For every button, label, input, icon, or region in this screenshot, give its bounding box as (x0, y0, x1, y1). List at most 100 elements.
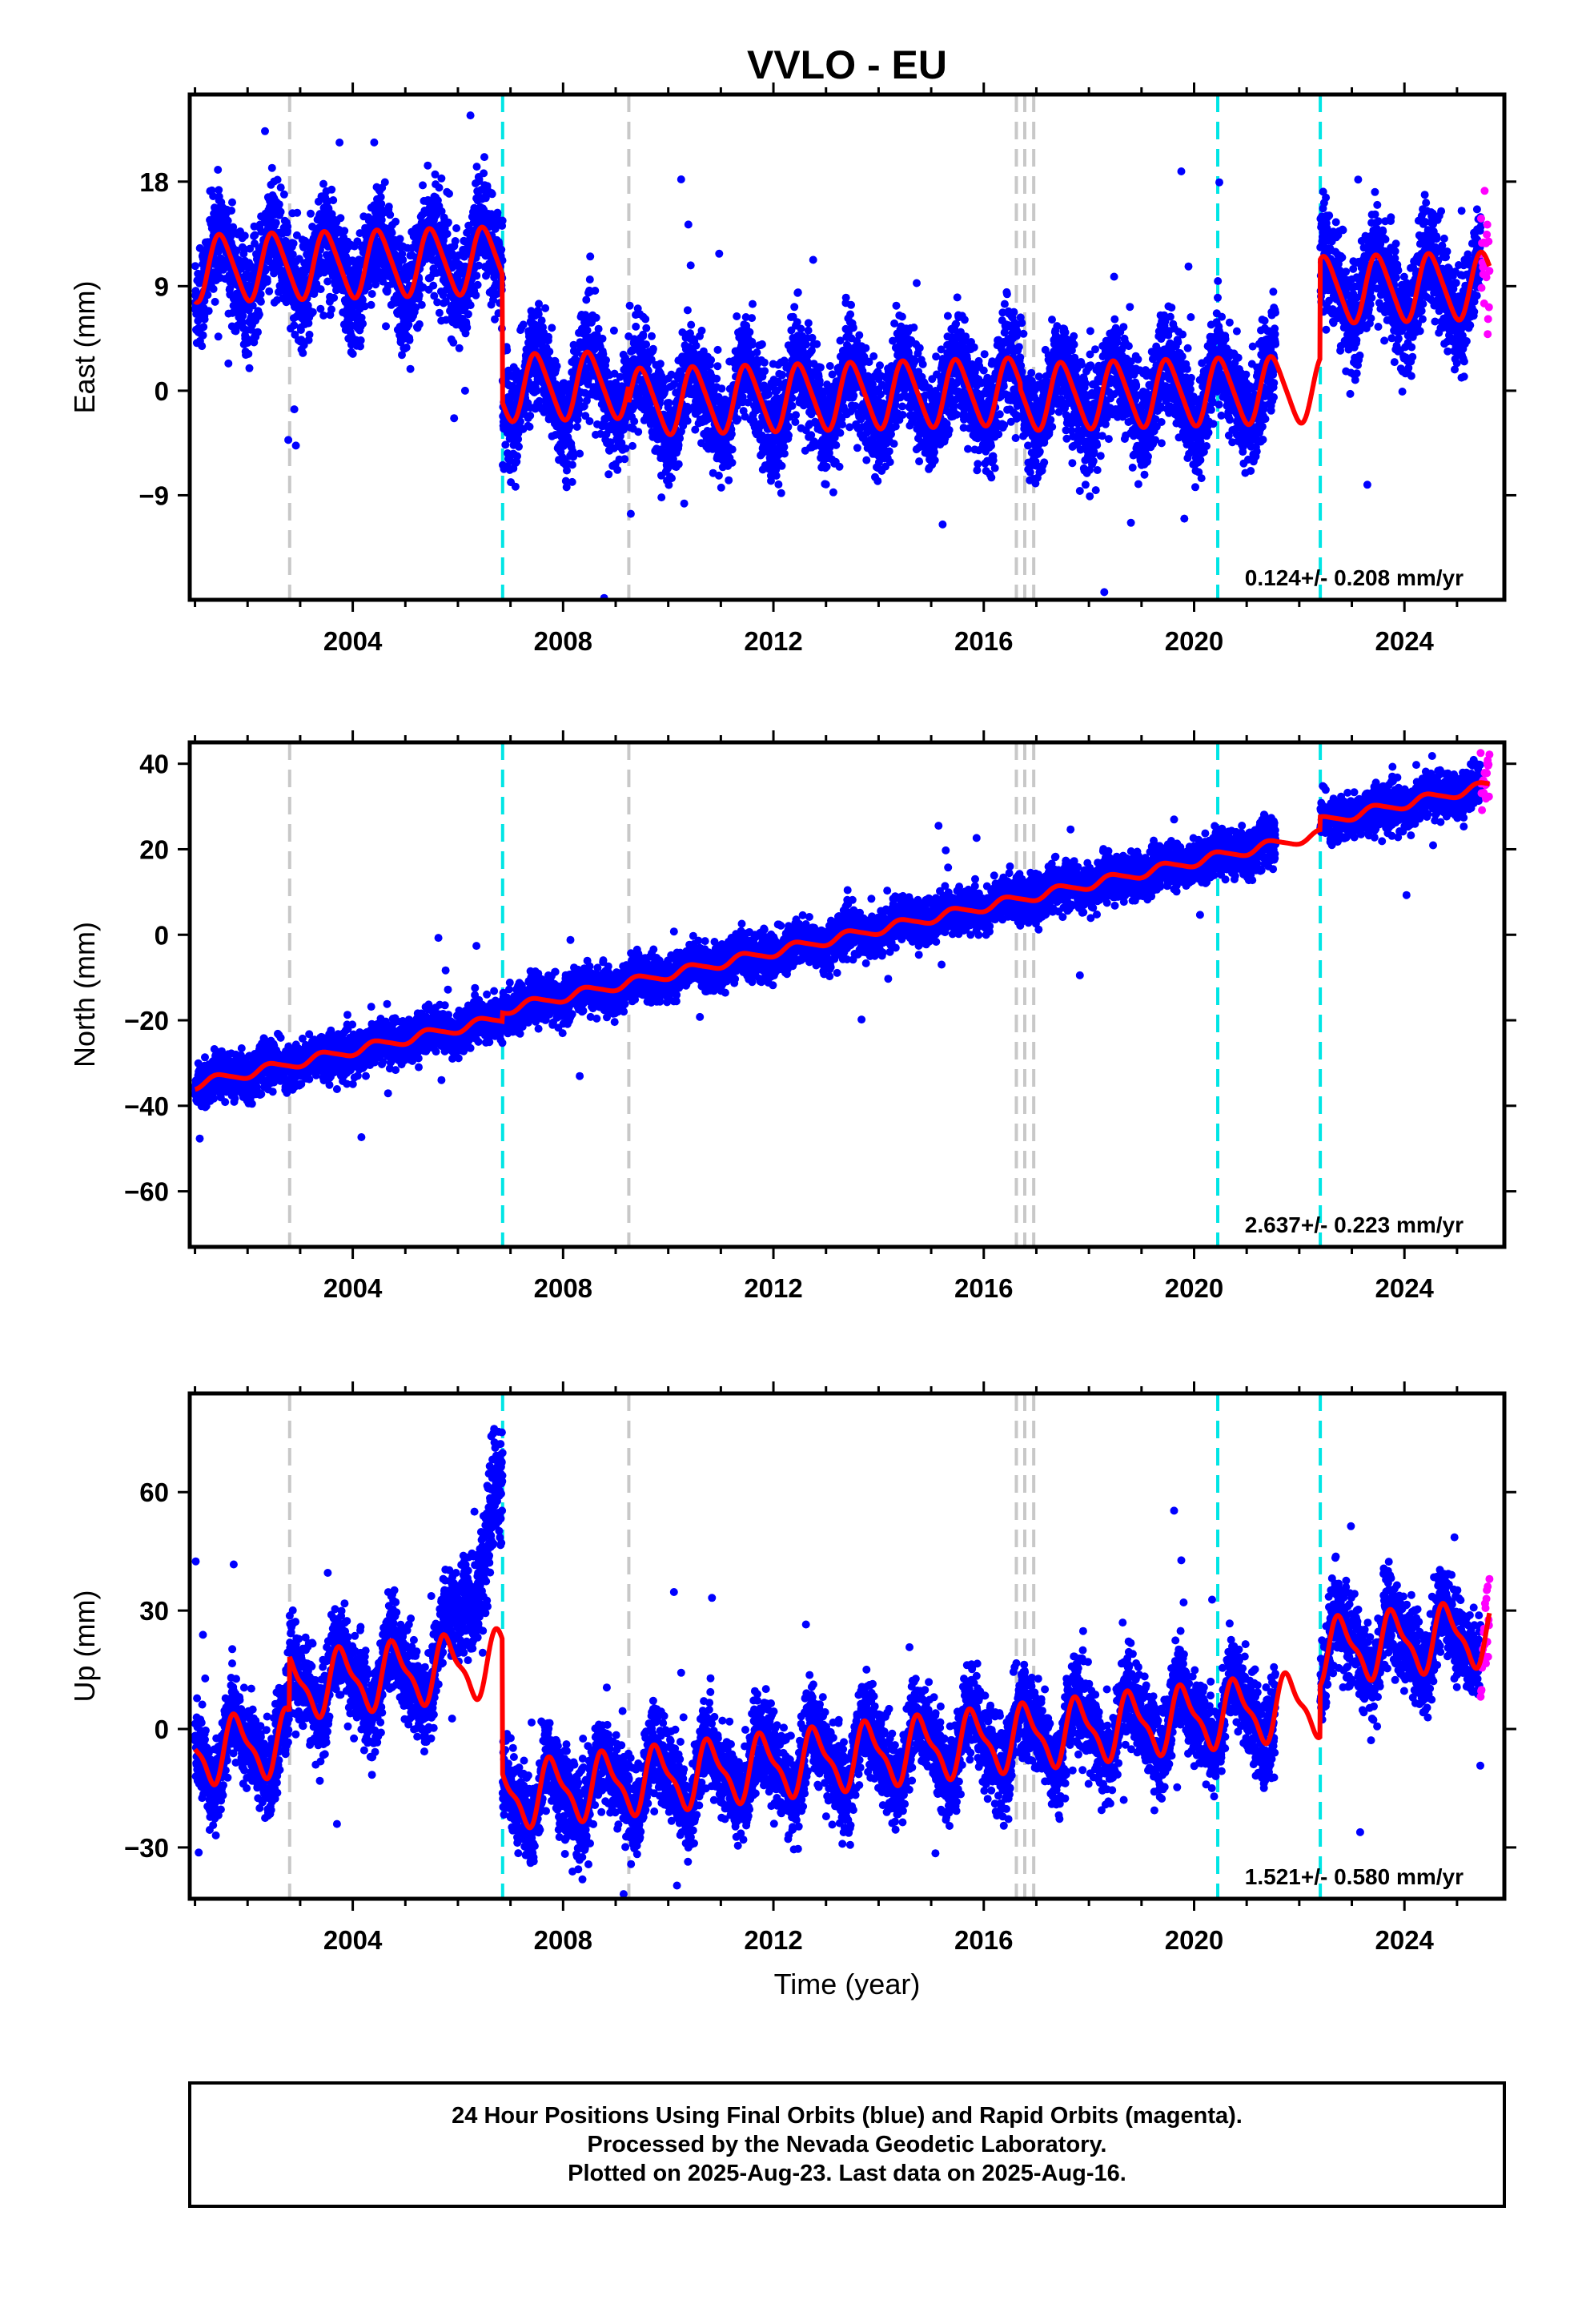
final-orbit-point (676, 434, 684, 443)
final-orbit-point (777, 489, 785, 497)
final-orbit-point (760, 358, 769, 367)
final-orbit-point (777, 461, 786, 470)
final-orbit-point (626, 509, 635, 518)
final-orbit-point (565, 422, 574, 431)
final-orbit-point (728, 445, 737, 454)
final-orbit-point (609, 326, 618, 335)
final-orbit-point (813, 340, 821, 348)
final-orbit-point (686, 261, 695, 270)
final-orbit-point (804, 326, 813, 335)
final-orbit-point (683, 306, 692, 315)
final-orbit-point (790, 303, 799, 312)
final-orbit-point (281, 236, 290, 245)
final-orbit-point (239, 312, 247, 320)
final-orbit-point (464, 310, 472, 319)
final-orbit-point (815, 376, 824, 385)
final-orbit-point (591, 287, 600, 295)
final-orbit-point (308, 308, 317, 316)
final-orbit-point (291, 441, 300, 450)
final-orbit-point (642, 340, 651, 349)
final-orbit-point (488, 190, 496, 199)
final-orbit-point (613, 465, 622, 474)
final-orbit-point (255, 310, 263, 319)
final-orbit-point (435, 183, 444, 192)
final-orbit-point (634, 428, 643, 436)
final-orbit-point (665, 480, 673, 489)
final-orbit-point (417, 300, 426, 309)
final-orbit-point (199, 323, 208, 332)
final-orbit-point (818, 626, 826, 634)
final-orbit-point (284, 436, 293, 444)
final-orbit-point (793, 288, 802, 297)
final-orbit-point (885, 447, 893, 456)
final-orbit-point (293, 208, 302, 217)
final-orbit-point (552, 362, 561, 371)
final-orbit-point (239, 318, 247, 327)
final-orbit-point (873, 476, 882, 485)
final-orbit-point (641, 315, 650, 324)
final-orbit-point (261, 264, 270, 273)
final-orbit-point (715, 249, 724, 258)
final-orbit-point (657, 493, 666, 502)
final-orbit-point (526, 412, 535, 420)
final-orbit-point (246, 244, 255, 253)
final-orbit-point (376, 193, 385, 201)
final-orbit-point (713, 345, 722, 354)
final-orbit-point (199, 331, 207, 340)
final-orbit-point (598, 334, 607, 343)
final-orbit-point (898, 411, 907, 419)
final-orbit-point (335, 139, 344, 147)
final-orbit-point (348, 349, 357, 358)
final-orbit-point (214, 166, 223, 174)
final-orbit-point (829, 488, 837, 497)
final-orbit-point (761, 367, 769, 376)
final-orbit-point (455, 344, 464, 352)
final-orbit-point (797, 324, 805, 333)
final-orbit-point (305, 330, 314, 339)
final-orbit-point (847, 300, 855, 309)
final-orbit-point (862, 456, 871, 464)
final-orbit-point (568, 460, 576, 469)
final-orbit-point (677, 175, 685, 183)
final-orbit-point (387, 228, 396, 237)
final-orbit-point (367, 290, 376, 298)
final-orbit-point (604, 470, 613, 479)
final-orbit-point (223, 216, 232, 225)
final-orbit-point (263, 277, 271, 286)
final-orbit-point (415, 320, 424, 328)
final-orbit-point (602, 356, 610, 364)
final-orbit-point (275, 200, 283, 209)
final-orbit-point (449, 338, 458, 347)
final-orbit-point (473, 280, 482, 289)
final-orbit-point (535, 300, 543, 308)
final-orbit-point (648, 344, 657, 353)
final-orbit-point (327, 305, 335, 314)
final-orbit-point (656, 360, 665, 368)
final-orbit-point (841, 293, 850, 302)
final-orbit-point (356, 336, 365, 344)
final-orbit-point (256, 290, 265, 299)
final-orbit-point (271, 219, 280, 227)
final-orbit-point (774, 480, 783, 489)
final-orbit-point (340, 227, 349, 235)
final-orbit-point (519, 320, 528, 329)
final-orbit-point (594, 324, 603, 333)
final-orbit-point (772, 472, 781, 480)
final-orbit-point (382, 322, 390, 331)
final-orbit-point (687, 320, 696, 329)
final-orbit-point (680, 499, 689, 508)
final-orbit-point (674, 440, 683, 449)
final-orbit-point (402, 344, 411, 352)
final-orbit-point (780, 449, 789, 458)
final-orbit-point (683, 416, 692, 425)
plot-area (191, 94, 1494, 634)
final-orbit-point (452, 224, 461, 232)
final-orbit-point (897, 312, 906, 321)
final-orbit-point (821, 480, 830, 489)
final-orbit-point (276, 183, 285, 192)
final-orbit-point (846, 310, 855, 319)
final-orbit-point (248, 301, 257, 310)
final-orbit-point (849, 391, 858, 400)
final-orbit-point (585, 417, 594, 425)
